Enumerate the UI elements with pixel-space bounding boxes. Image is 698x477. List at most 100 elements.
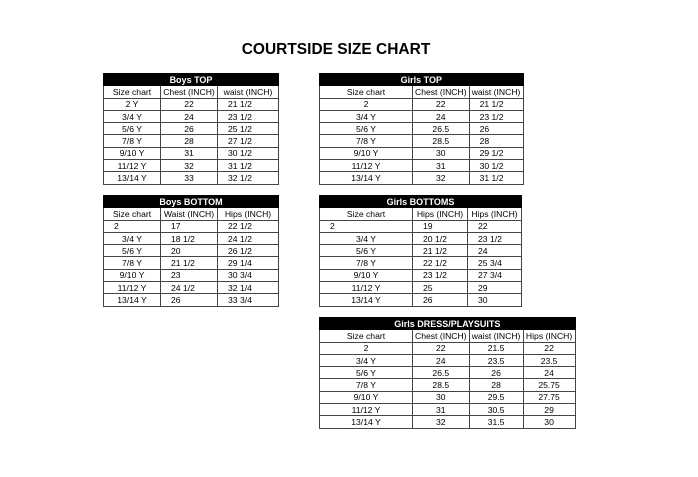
table-row: 7/8 Y 28.5 28 25.75 — [319, 378, 576, 392]
table-cell: 33 3/4 — [217, 293, 279, 307]
table-cell: 30 — [412, 390, 470, 405]
table-cell: 13/14 Y — [319, 293, 413, 307]
table-cell: 26.5 — [412, 366, 470, 380]
table-cell: 32 1/4 — [217, 281, 279, 295]
column-header: Chest (INCH) — [160, 85, 218, 99]
table-cell: 5/6 Y — [103, 244, 161, 258]
table-cell: 26 — [468, 122, 524, 136]
table-cell: 28 — [160, 134, 218, 148]
table-cell: 11/12 Y — [319, 281, 413, 295]
table-cell: 2 Y — [103, 97, 161, 111]
column-header-row: Size chart Hips (INCH) Hips (INCH) — [319, 207, 522, 221]
column-header: Chest (INCH) — [412, 85, 470, 99]
column-header: Size chart — [103, 85, 161, 99]
column-header: Hips (INCH) — [217, 207, 279, 221]
table-cell: 32 — [412, 171, 470, 185]
table-cell: 29 1/2 — [468, 146, 524, 161]
page-title: COURTSIDE SIZE CHART — [241, 41, 431, 58]
table-row: 3/4 Y 18 1/2 24 1/2 — [103, 231, 279, 246]
table-cell: 29 1/4 — [217, 256, 279, 270]
table-cell: 11/12 Y — [103, 281, 161, 295]
table-cell: 7/8 Y — [319, 256, 413, 270]
table-cell: 23 1/2 — [468, 109, 524, 124]
table-cell: 7/8 Y — [103, 256, 161, 270]
table-row: 5/6 Y 26.5 26 24 — [319, 366, 576, 380]
table-cell: 24 — [160, 109, 218, 124]
table-cell: 18 1/2 — [160, 231, 218, 246]
column-header: Hips (INCH) — [467, 207, 522, 221]
table-cell: 9/10 Y — [103, 268, 161, 283]
table-cell: 26.5 — [412, 122, 470, 136]
table-cell: 31.5 — [468, 415, 524, 429]
table-row: 9/10 Y 30 29.5 27.75 — [319, 390, 576, 405]
table-cell: 7/8 Y — [319, 134, 413, 148]
column-header: Waist (INCH) — [160, 207, 218, 221]
table-cell: 23 1/2 — [467, 231, 522, 246]
table-row: 5/6 Y 26 25 1/2 — [103, 122, 279, 136]
table-cell: 28.5 — [412, 378, 470, 392]
table-cell: 27 3/4 — [467, 268, 522, 283]
column-header-row: Size chart Chest (INCH) waist (INCH) Hips (… — [319, 329, 576, 343]
column-header-row: Size chart Chest (INCH) waist (INCH) — [103, 85, 279, 99]
table-cell: 9/10 Y — [319, 268, 413, 283]
table-cell: 26 — [160, 122, 218, 136]
table-cell: 13/14 Y — [103, 171, 161, 185]
table-row: 2 22 21.5 22 — [319, 341, 576, 355]
table-cell: 26 — [160, 293, 218, 307]
table-row: 13/14 Y 26 33 3/4 — [103, 293, 279, 307]
table-cell: 5/6 Y — [319, 122, 413, 136]
table-cell: 25 — [412, 281, 468, 295]
column-header: Hips (INCH) — [522, 329, 576, 343]
table-cell: 9/10 Y — [103, 146, 161, 161]
table-cell: 30 — [467, 293, 522, 307]
table-cell: 13/14 Y — [319, 415, 413, 429]
table-cell: 3/4 Y — [319, 231, 413, 246]
table-cell: 2 — [319, 97, 413, 111]
table-cell: 23.5 — [468, 353, 524, 368]
table-cell: 21 1/2 — [217, 97, 279, 111]
table-cell: 2 — [103, 219, 161, 233]
table-cell: 25 1/2 — [217, 122, 279, 136]
table-row: 11/12 Y 31 30 1/2 — [319, 159, 524, 173]
table-cell: 28 — [468, 378, 524, 392]
table-title: Girls DRESS/PLAYSUITS — [319, 316, 576, 331]
column-header-row: Size chart Chest (INCH) waist (INCH) — [319, 85, 524, 99]
table-row: 3/4 Y 24 23.5 23.5 — [319, 353, 576, 368]
table-cell: 23 — [160, 268, 218, 283]
table-cell: 11/12 Y — [319, 403, 413, 417]
table-row: 2 Y 22 21 1/2 — [103, 97, 279, 111]
table-cell: 24 1/2 — [217, 231, 279, 246]
column-header: Size chart — [319, 329, 413, 343]
table-cell: 3/4 Y — [103, 231, 161, 246]
table-row: 11/12 Y 25 29 — [319, 281, 522, 295]
table-cell: 22 — [522, 341, 576, 355]
table-cell: 30.5 — [468, 403, 524, 417]
column-header: waist (INCH) — [468, 85, 524, 99]
table-row: 9/10 Y 31 30 1/2 — [103, 146, 279, 161]
table-cell: 2 — [319, 219, 413, 233]
table-cell: 5/6 Y — [103, 122, 161, 136]
table-cell: 9/10 Y — [319, 390, 413, 405]
table-cell: 21 1/2 — [468, 97, 524, 111]
table-cell: 20 1/2 — [412, 231, 468, 246]
table-cell: 9/10 Y — [319, 146, 413, 161]
table-row: 3/4 Y 24 23 1/2 — [319, 109, 524, 124]
table-row: 2 19 22 — [319, 219, 522, 233]
table-cell: 25.75 — [522, 378, 576, 392]
table-title: Boys BOTTOM — [103, 194, 279, 209]
table-cell: 27 1/2 — [217, 134, 279, 148]
table-cell: 32 1/2 — [217, 171, 279, 185]
table-row: 3/4 Y 24 23 1/2 — [103, 109, 279, 124]
girls-dress-playsuits-table: Girls DRESS/PLAYSUITS Size chart Chest (IN… — [319, 316, 576, 429]
table-cell: 17 — [160, 219, 218, 233]
column-header: Size chart — [103, 207, 161, 221]
column-header: Chest (INCH) — [412, 329, 470, 343]
table-cell: 22 — [412, 97, 470, 111]
table-cell: 25 3/4 — [467, 256, 522, 270]
column-header-row: Size chart Waist (INCH) Hips (INCH) — [103, 207, 279, 221]
table-cell: 30 — [522, 415, 576, 429]
table-row: 2 17 22 1/2 — [103, 219, 279, 233]
table-cell: 31 — [160, 146, 218, 161]
table-cell: 30 1/2 — [217, 146, 279, 161]
table-cell: 26 1/2 — [217, 244, 279, 258]
